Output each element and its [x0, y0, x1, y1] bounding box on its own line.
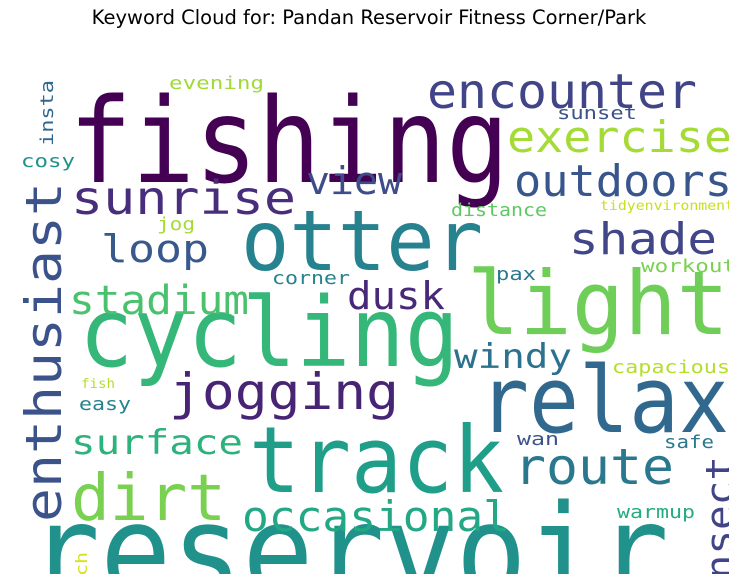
- word-outdoors: outdoors: [514, 156, 729, 207]
- word-shade: shade: [569, 214, 717, 265]
- word-fish: fish: [81, 377, 115, 392]
- word-windy: windy: [454, 337, 572, 377]
- word-distance: distance: [451, 200, 547, 221]
- word-loop: loop: [101, 227, 209, 271]
- word-corner: corner: [272, 268, 350, 289]
- word-fishing: fishing: [69, 72, 509, 210]
- word-light: light: [467, 252, 729, 355]
- word-cycling: cycling: [79, 277, 459, 389]
- word-sunrise: sunrise: [71, 171, 296, 225]
- word-sunset: sunset: [557, 103, 637, 124]
- word-route: route: [514, 438, 674, 496]
- word-cosy: cosy: [21, 151, 75, 172]
- chart-title: Keyword Cloud for: Pandan Reservoir Fitn…: [91, 6, 647, 29]
- word-easy: easy: [79, 394, 131, 415]
- word-dusk: dusk: [347, 274, 445, 318]
- word-capacious: capacious: [612, 357, 729, 378]
- word-relax: relax: [479, 347, 729, 454]
- word-jog: jog: [157, 214, 195, 235]
- word-wan: wan: [517, 429, 559, 450]
- word-insta: insta: [37, 80, 58, 146]
- word-reservoir: reservoir: [29, 478, 669, 574]
- word-workout: workout: [641, 256, 729, 277]
- word-safe: safe: [664, 432, 714, 453]
- word-occasional: occasional: [242, 492, 510, 541]
- word-jogging: jogging: [169, 363, 399, 421]
- word-nich: nich: [72, 552, 91, 574]
- word-view: view: [306, 159, 402, 203]
- word-exercise: exercise: [507, 112, 729, 163]
- word-tidyenvironment: tidyenvironment: [600, 199, 729, 214]
- word-enthusiast: enthusiast: [15, 182, 73, 522]
- word-warmup: warmup: [617, 502, 695, 523]
- word-pax: pax: [496, 264, 536, 285]
- word-surface: surface: [71, 423, 243, 463]
- word-encounter: encounter: [427, 64, 697, 120]
- word-dirt: dirt: [71, 462, 226, 536]
- word-otter: otter: [241, 192, 483, 290]
- word-stadium: stadium: [69, 278, 249, 324]
- word-track: track: [249, 407, 504, 514]
- word-evening: evening: [169, 73, 264, 94]
- word-insect: insect: [698, 456, 729, 574]
